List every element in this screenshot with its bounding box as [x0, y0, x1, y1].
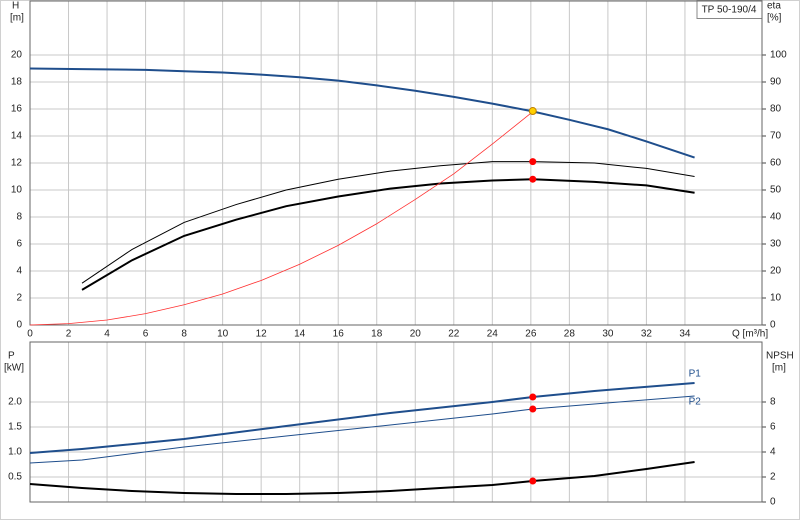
y-tick-label: 1.5 [8, 422, 22, 433]
y2-axis-label: NPSH [766, 351, 794, 362]
curve [29, 461, 695, 495]
plot-border [29, 0, 763, 326]
y2-tick-label: 40 [770, 212, 782, 223]
x-tick-label: 2 [66, 329, 72, 340]
operating-point [528, 107, 537, 116]
x-tick-label: 4 [104, 329, 110, 340]
y-tick-label: 0.5 [8, 472, 22, 483]
x-tick-label: 32 [641, 329, 653, 340]
curve [29, 382, 695, 454]
y-tick-label: 12 [11, 158, 23, 169]
y-axis-label: P [8, 351, 15, 362]
operating-point [529, 158, 537, 166]
y-tick-label: 6 [16, 239, 22, 250]
operating-point [529, 175, 537, 183]
y2-tick-label: 100 [770, 50, 787, 61]
y-tick-label: 18 [11, 77, 23, 88]
x-tick-label: 34 [679, 329, 691, 340]
y2-tick-label: 0 [770, 497, 776, 508]
y-axis-unit: [kW] [4, 363, 24, 374]
y2-tick-label: 4 [770, 447, 776, 458]
y-axis-unit: [m] [10, 13, 24, 24]
x-tick-label: 30 [602, 329, 614, 340]
y2-tick-label: 6 [770, 422, 776, 433]
operating-point [529, 393, 537, 401]
operating-point [529, 405, 537, 413]
y2-tick-label: 0 [770, 320, 776, 331]
y2-axis-unit: [m] [772, 363, 786, 374]
x-tick-label: 24 [487, 329, 499, 340]
y-tick-label: 4 [16, 266, 22, 277]
x-tick-label: 26 [525, 329, 537, 340]
curve [29, 111, 534, 326]
y2-axis-unit: [%] [767, 13, 782, 24]
y2-tick-label: 30 [770, 239, 782, 250]
y2-tick-label: 70 [770, 131, 782, 142]
y2-tick-label: 2 [770, 472, 776, 483]
x-tick-label: 18 [371, 329, 383, 340]
y-tick-label: 14 [11, 131, 23, 142]
x-tick-label: 14 [294, 329, 306, 340]
series-label: P1 [689, 369, 702, 380]
y2-tick-label: 60 [770, 158, 782, 169]
y-tick-label: 16 [11, 104, 23, 115]
y-tick-label: 8 [16, 212, 22, 223]
curve [29, 395, 695, 464]
y2-tick-label: 90 [770, 77, 782, 88]
legend-title: TP 50-190/4 [702, 5, 757, 16]
curve [81, 178, 695, 291]
x-tick-label: 12 [256, 329, 268, 340]
y-axis-label: H [12, 1, 19, 12]
plot-border [29, 341, 763, 503]
y-tick-label: 10 [11, 185, 23, 196]
y-tick-label: 2 [16, 293, 22, 304]
y2-tick-label: 10 [770, 293, 782, 304]
y2-tick-label: 80 [770, 104, 782, 115]
y-tick-label: 2.0 [8, 397, 22, 408]
curve [29, 67, 695, 159]
y-tick-label: 20 [11, 50, 23, 61]
curve [81, 161, 695, 284]
y2-tick-label: 8 [770, 397, 776, 408]
x-tick-label: 20 [410, 329, 422, 340]
x-tick-label: 6 [143, 329, 149, 340]
y-tick-label: 1.0 [8, 447, 22, 458]
x-tick-label: 0 [27, 329, 33, 340]
x-tick-label: 8 [181, 329, 187, 340]
x-tick-label: 16 [333, 329, 345, 340]
y2-tick-label: 20 [770, 266, 782, 277]
x-tick-label: 10 [217, 329, 229, 340]
series-label: P2 [689, 397, 702, 408]
x-tick-label: 22 [448, 329, 460, 340]
y2-axis-label: eta [767, 1, 781, 12]
x-tick-label: 28 [564, 329, 576, 340]
operating-point [529, 477, 537, 485]
y-tick-label: 0 [16, 320, 22, 331]
y2-tick-label: 50 [770, 185, 782, 196]
x-axis-label: Q [m³/h] [732, 329, 768, 340]
